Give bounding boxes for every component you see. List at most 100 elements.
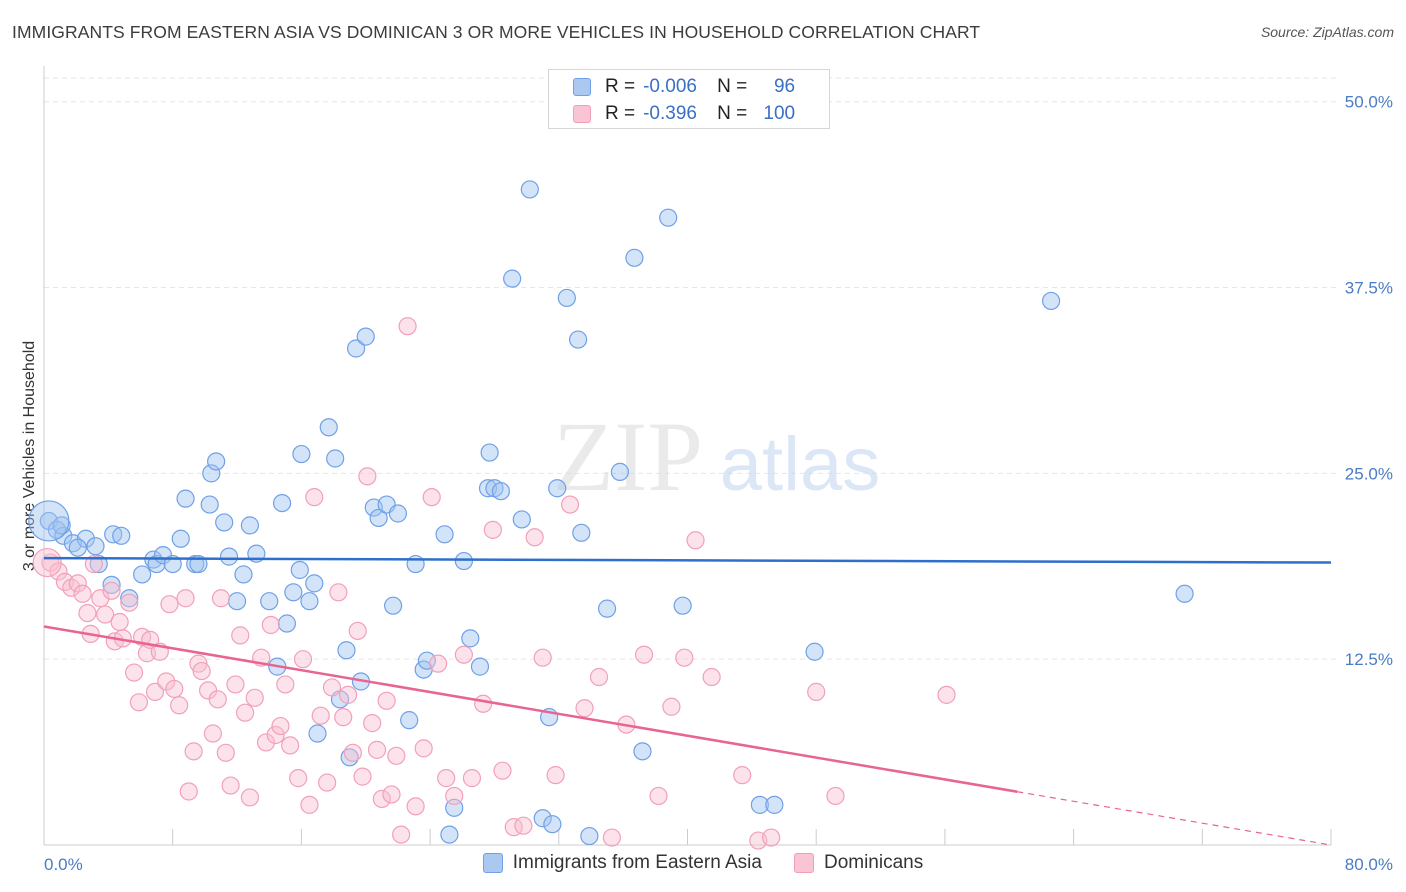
point-eastern-asia (461, 629, 480, 648)
legend-n-value: 96 (773, 76, 796, 97)
point-eastern-asia (112, 526, 131, 545)
point-eastern-asia (200, 495, 219, 514)
point-eastern-asia (417, 651, 436, 670)
legend-n-label: N = (717, 76, 748, 97)
point-dominican (78, 603, 97, 623)
point-dominican (334, 708, 353, 727)
point-eastern-asia (337, 641, 356, 660)
point-dominican (338, 685, 358, 704)
point-dominican (575, 699, 594, 718)
point-eastern-asia (215, 513, 234, 532)
trend-lines (43, 556, 1332, 846)
tick-labels: 12.5% 25.0% 37.5% 50.0% 0.0% 80.0% (44, 93, 1393, 874)
legend-r-value: -0.006 (643, 76, 697, 97)
point-eastern-asia (388, 504, 408, 523)
point-eastern-asia (176, 489, 195, 508)
point-eastern-asia (219, 547, 239, 566)
point-dominican (429, 654, 448, 673)
point-dominican (363, 714, 382, 733)
trend-line-dominicans (43, 625, 1018, 793)
point-eastern-asia (383, 596, 403, 615)
point-dominican (462, 769, 482, 788)
point-dominican (762, 828, 781, 847)
point-eastern-asia (673, 596, 692, 615)
x-tick-label: 0.0% (44, 855, 83, 874)
point-dominican (129, 693, 149, 712)
point-dominican (203, 724, 223, 743)
point-dominican (474, 694, 493, 713)
point-eastern-asia (308, 724, 327, 743)
point-eastern-asia (68, 538, 87, 557)
point-eastern-asia (440, 825, 459, 844)
point-eastern-asia (86, 537, 105, 556)
series-legend: Immigrants from Eastern Asia Dominicans (0, 852, 1406, 874)
point-dominican (454, 645, 473, 664)
point-eastern-asia (89, 554, 108, 574)
point-eastern-asia (292, 444, 311, 464)
y-tick-label: 37.5% (1345, 279, 1393, 298)
point-eastern-asia (305, 574, 324, 593)
point-eastern-asia (319, 418, 338, 437)
point-dominican (560, 495, 580, 514)
point-dominican (145, 682, 165, 701)
point-dominican (826, 786, 845, 806)
point-eastern-asia (147, 554, 166, 574)
point-dominican (68, 574, 87, 593)
point-eastern-asia (765, 795, 784, 814)
point-dominican (589, 667, 609, 687)
point-dominican (318, 773, 337, 792)
legend-r-value: -0.396 (643, 103, 697, 124)
point-eastern-asia (569, 330, 588, 349)
point-eastern-asia (454, 551, 473, 571)
legend-item-eastern-asia: Immigrants from Eastern Asia (482, 852, 762, 874)
point-dominican (208, 690, 227, 709)
point-eastern-asia (470, 657, 490, 676)
point-dominican (493, 761, 512, 780)
y-tick-label: 25.0% (1345, 464, 1393, 483)
point-eastern-asia (557, 288, 576, 308)
watermark-zip: ZIP (553, 401, 703, 512)
watermark: ZIP atlas (553, 401, 880, 512)
point-eastern-asia (234, 565, 253, 584)
point-eastern-asia (133, 565, 152, 584)
point-dominican (73, 584, 92, 603)
point-eastern-asia (400, 711, 419, 730)
legend-r-label: R = (605, 103, 636, 124)
point-eastern-asia (750, 795, 769, 814)
data-points (28, 180, 1194, 850)
point-dominican (120, 593, 139, 612)
point-eastern-asia (533, 809, 552, 828)
point-dominican (221, 776, 240, 795)
point-dominican (348, 621, 367, 641)
point-dominican (392, 825, 411, 844)
stats-legend: R = -0.006 N = 96 R = -0.396 N = 100 (548, 69, 830, 129)
point-dominican (406, 797, 425, 816)
point-dominican (807, 682, 826, 701)
point-dominican (414, 739, 433, 758)
point-dominican (514, 816, 533, 835)
point-dominican (422, 488, 441, 507)
point-eastern-asia (356, 327, 375, 346)
point-dominican (289, 769, 308, 788)
point-dominican (353, 767, 372, 786)
point-dominican (358, 467, 377, 486)
point-eastern-asia (284, 583, 303, 602)
point-dominican (311, 706, 330, 725)
point-dominican (445, 786, 464, 806)
point-dominican (226, 675, 245, 694)
trend-line-dominicans-extension (1017, 791, 1332, 846)
legend-swatch-blue (573, 78, 591, 96)
legend-swatch-blue (482, 853, 503, 873)
point-dominican (170, 696, 189, 715)
point-dominican (124, 663, 144, 682)
point-dominican (245, 688, 264, 707)
source-label: Source: ZipAtlas.com (1260, 24, 1394, 40)
legend-n-label: N = (717, 103, 748, 124)
point-dominican (525, 528, 544, 547)
point-eastern-asia (52, 516, 71, 535)
point-dominican-large (32, 547, 62, 578)
trend-line-eastern-asia (43, 556, 1332, 564)
point-eastern-asia (202, 464, 221, 483)
point-dominican (377, 691, 396, 710)
